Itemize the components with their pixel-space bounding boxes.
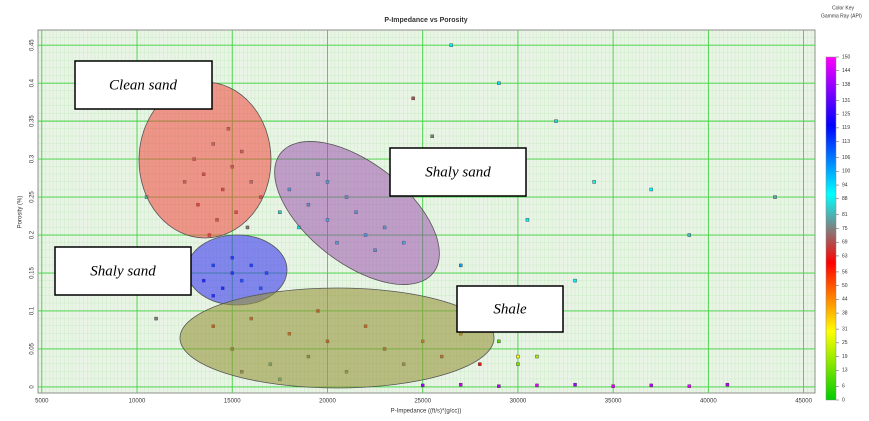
point	[420, 383, 425, 388]
point	[649, 383, 653, 388]
colorbar-tick-label: 69	[842, 240, 848, 246]
colorbar-tick-label: 100	[842, 169, 851, 175]
annotation: Shale	[493, 301, 527, 317]
x-tick-label: 10000	[129, 399, 146, 405]
point	[725, 382, 730, 387]
colorbar-tick-label: 13	[842, 368, 848, 374]
chart-title: P-Impedance vs Porosity	[384, 17, 467, 24]
colorbar: 150 144 138 131 125 119 113 106 100 94 88 81 75 69 63 5…	[825, 54, 851, 403]
x-tick-label: 5000	[35, 399, 49, 405]
x-tick-label: 30000	[510, 399, 527, 405]
color-key-title: Gamma Ray (API)	[821, 13, 862, 19]
point	[411, 96, 415, 101]
color-key: Color Key Gamma Ray (API)	[821, 5, 862, 19]
colorbar-tick-label: 106	[842, 155, 851, 161]
colorbar-tick-label: 25	[842, 340, 848, 346]
point	[687, 384, 692, 388]
colorbar-tick-label: 125	[842, 111, 851, 117]
point	[773, 195, 777, 199]
point	[497, 384, 501, 388]
y-tick-label: 0.2	[30, 230, 36, 239]
y-tick-label: 0.3	[30, 154, 36, 163]
point	[535, 354, 539, 359]
x-tick-label: 20000	[319, 399, 336, 405]
point	[516, 354, 520, 359]
annotation: Clean sand	[109, 77, 177, 93]
colorbar-tick-label: 81	[842, 212, 848, 218]
y-tick-label: 0.45	[30, 39, 36, 51]
colorbar-tick-label: 6	[842, 384, 845, 390]
point	[687, 233, 692, 237]
x-tick-label: 45000	[795, 399, 812, 405]
annotation: Shaly sand	[425, 164, 491, 180]
x-tick-label: 40000	[700, 399, 717, 405]
shale-zone	[179, 287, 495, 389]
point	[649, 187, 653, 192]
label-box	[389, 147, 527, 197]
point	[516, 362, 520, 366]
colorbar-tick-label: 113	[842, 139, 850, 145]
colorbar-tick-label: 75	[842, 226, 848, 232]
colorbar-tick-label: 144	[842, 68, 851, 74]
x-axis-label: P-Impedance ((ft/s)*(g/cc))	[391, 409, 462, 415]
colorbar-tick-label: 63	[842, 253, 848, 259]
colorbar-tick-label: 38	[842, 310, 848, 316]
colorbar-tick-label: 31	[842, 326, 848, 332]
point	[449, 43, 453, 47]
point	[497, 81, 501, 85]
point	[554, 119, 558, 123]
colorbar-tick-label: 131	[842, 98, 851, 104]
colorbar-tick-label: 50	[842, 283, 848, 289]
point	[497, 339, 501, 344]
colorbar-tick-label: 44	[842, 297, 848, 303]
x-tick-label: 25000	[414, 399, 431, 405]
point	[611, 384, 615, 388]
colorbar-tick-label: 138	[842, 82, 851, 88]
colorbar-tick-label: 56	[842, 269, 848, 275]
point	[592, 180, 596, 184]
point	[478, 362, 482, 366]
label-box	[456, 285, 564, 333]
x-tick-label: 15000	[224, 399, 241, 405]
point	[525, 218, 530, 222]
colorbar-tick-label: 19	[842, 354, 848, 360]
y-tick-label: 0.4	[30, 78, 36, 87]
y-tick-label: 0.35	[30, 115, 36, 127]
x-tick-label: 35000	[605, 399, 622, 405]
y-axis-label: Porosity (%)	[18, 196, 24, 229]
point	[573, 382, 577, 387]
annotations: Clean sand Shaly sand Shaly sand Shale	[54, 60, 564, 389]
label-box	[74, 60, 213, 110]
y-tick-label: 0.25	[30, 191, 36, 203]
color-key-heading: Color Key	[832, 5, 854, 11]
shaly-sand-zone	[274, 141, 440, 285]
colorbar-scale	[825, 56, 837, 401]
y-tick-label: 0	[30, 385, 36, 389]
annotation: Shaly sand	[90, 263, 156, 279]
point	[459, 382, 463, 387]
point	[535, 383, 539, 388]
point	[154, 316, 158, 321]
point	[459, 263, 463, 268]
y-tick-label: 0.05	[30, 342, 36, 354]
colorbar-tick-label: 119	[842, 125, 850, 131]
colorbar-tick-label: 150	[842, 54, 851, 60]
label-box	[54, 246, 192, 296]
colorbar-tick-label: 88	[842, 196, 848, 202]
point	[430, 134, 434, 139]
colorbar-tick-label: 0	[842, 397, 845, 403]
point	[573, 278, 577, 283]
colorbar-tick-label: 94	[842, 182, 848, 188]
y-tick-label: 0.1	[30, 306, 36, 315]
y-tick-label: 0.15	[30, 267, 36, 279]
point	[245, 225, 250, 230]
point	[278, 210, 282, 214]
